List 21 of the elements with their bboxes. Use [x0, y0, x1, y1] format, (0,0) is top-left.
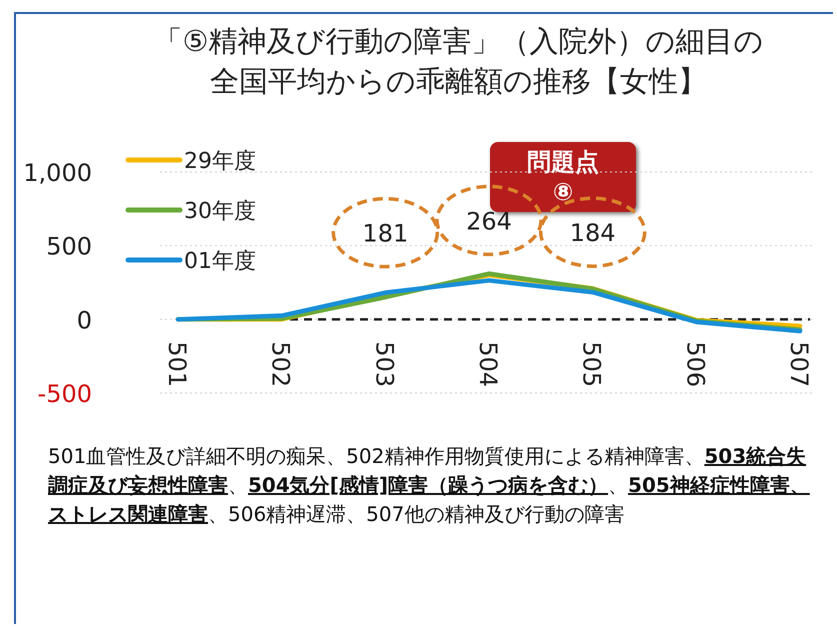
data-label: 181 [362, 220, 408, 248]
legend-label: 01年度 [184, 249, 256, 274]
legend-label: 29年度 [184, 149, 256, 174]
x-tick-label: 504 [474, 341, 502, 388]
chart-title: 「⑤精神及び行動の障害」（入院外）の細目の [152, 23, 764, 60]
data-label: 184 [570, 219, 616, 248]
x-tick-label: 501 [163, 341, 191, 388]
annotation: 問題点 ⑧ [527, 148, 599, 206]
x-tick-label: 502 [266, 341, 295, 388]
x-tick-label: 505 [578, 341, 606, 388]
x-tick-label: 507 [785, 341, 813, 388]
x-tick-label: 506 [681, 341, 710, 388]
y-tick-label: 1,000 [23, 159, 92, 187]
y-tick-label: 500 [46, 232, 92, 261]
y-tick-label: -500 [38, 380, 92, 408]
text: 501血管性及び詳細不明の痴呆、502精神作用物質使用による精神障害、503統合失調症及び妄想性障害、504気分[感情]障害（躁うつ病を含む）、505神経症性障害、ストレス関連障害、506精神遅滞、507他の精神及び行動の障害 [48, 444, 810, 526]
data-label: 264 [466, 207, 512, 236]
y-tick-label: 0 [76, 306, 92, 334]
legend-label: 30年度 [184, 199, 256, 224]
x-tick-label: 503 [370, 341, 398, 388]
chart-subtitle: 全国平均からの乖離額の推移【女性】 [209, 63, 708, 100]
